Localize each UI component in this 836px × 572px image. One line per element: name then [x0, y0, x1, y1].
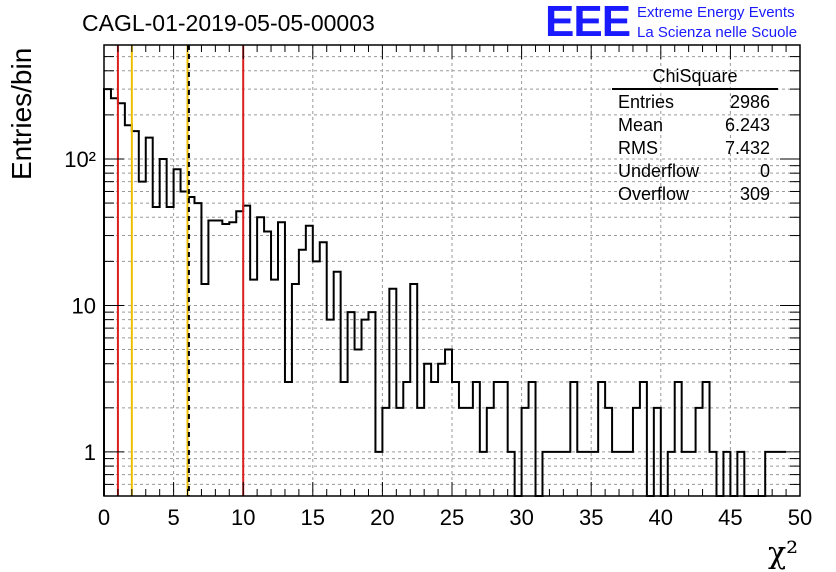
- y-tick-label: 1: [84, 440, 96, 465]
- stats-row-mean: Mean 6.243: [610, 115, 780, 138]
- y-axis-label: Entries/bin: [6, 47, 37, 180]
- stats-row-overflow: Overflow 309: [610, 184, 780, 207]
- stats-value: 0: [759, 161, 770, 181]
- stats-label: Entries: [618, 92, 675, 112]
- stats-label: Underflow: [618, 161, 700, 181]
- x-tick-label: 35: [579, 505, 603, 530]
- histogram-line: [103, 88, 787, 497]
- x-tick-label: 15: [301, 505, 325, 530]
- stats-box: ChiSquare Entries 2986 Mean 6.243 RMS 7.432…: [610, 66, 780, 207]
- x-tick-label: 20: [370, 505, 394, 530]
- stats-label: Mean: [618, 115, 664, 135]
- stats-value: 6.243: [724, 115, 770, 135]
- histogram-series: [103, 88, 787, 497]
- plot-title: CAGL-01-2019-05-05-00003: [82, 10, 375, 36]
- x-tick-label: 10: [231, 505, 255, 530]
- stats-label: Overflow: [618, 184, 690, 204]
- stats-title: ChiSquare: [612, 66, 778, 90]
- cut-lines: [116, 45, 245, 496]
- x-tick-label: 0: [98, 505, 110, 530]
- stats-row-rms: RMS 7.432: [610, 138, 780, 161]
- x-tick-label: 30: [509, 505, 533, 530]
- y-tick-label: 10: [72, 293, 96, 318]
- x-tick-label: 25: [440, 505, 464, 530]
- x-axis-label: χ²: [768, 536, 799, 571]
- stats-label: RMS: [618, 138, 658, 158]
- logo-caption: Extreme Energy Events La Scienza nelle S…: [637, 3, 797, 43]
- stats-value: 309: [739, 184, 770, 204]
- stats-row-underflow: Underflow 0: [610, 161, 780, 184]
- stats-row-entries: Entries 2986: [610, 92, 780, 115]
- y-tick-label: 10²: [64, 147, 96, 172]
- axes: 0 5 10 15 20 25 30 35 40 45 50 1 10 10²: [64, 44, 812, 530]
- logo-caption-line2: La Scienza nelle Scuole: [637, 24, 798, 41]
- stats-value: 7.432: [724, 138, 770, 158]
- x-tick-label: 50: [788, 505, 812, 530]
- logo-caption-line1: Extreme Energy Events: [637, 4, 795, 21]
- x-tick-label: 45: [718, 505, 742, 530]
- stats-value: 2986: [729, 92, 770, 112]
- x-tick-label: 40: [649, 505, 673, 530]
- x-tick-label: 5: [167, 505, 179, 530]
- eee-logo: EEE: [545, 0, 631, 46]
